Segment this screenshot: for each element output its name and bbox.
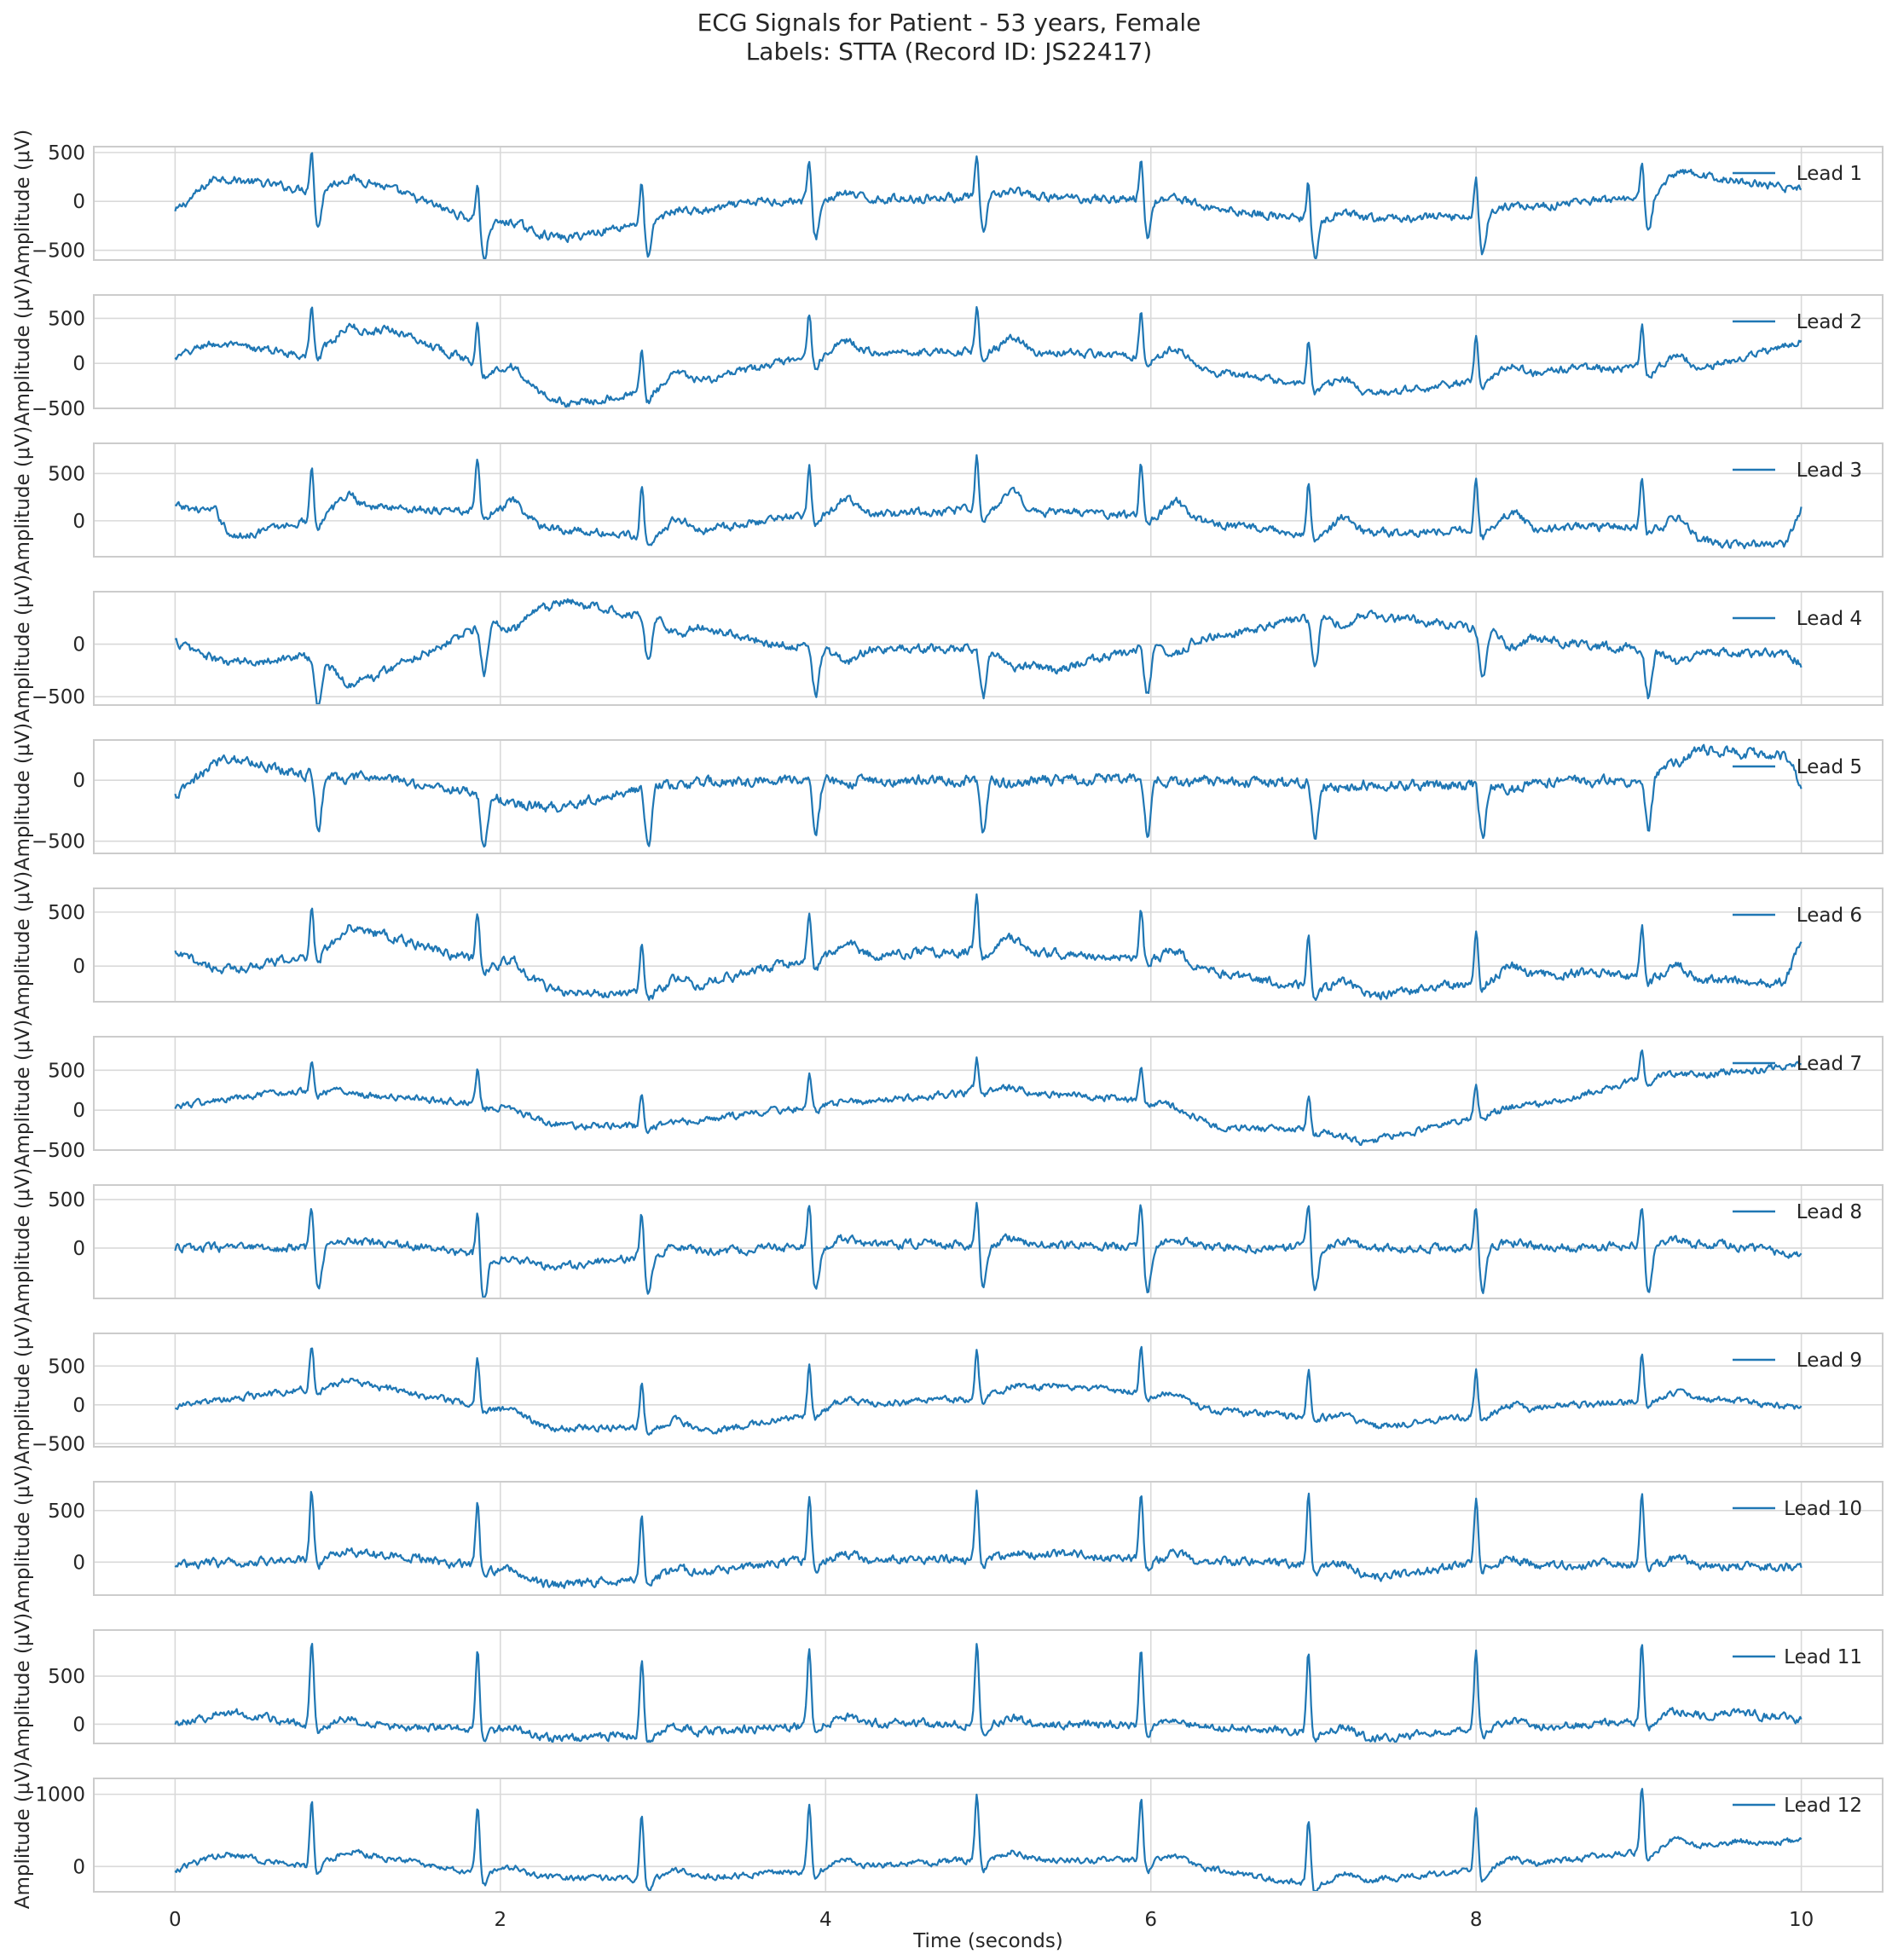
y-axis-label: Amplitude (μV) bbox=[12, 723, 34, 871]
ecg-trace bbox=[174, 454, 1803, 550]
legend-label: Lead 11 bbox=[1784, 1646, 1862, 1668]
lead-panel: 1000 0 Amplitude (μV) Lead 12 0 2 4 6 8 10 bbox=[12, 1761, 1884, 1931]
panel-frame bbox=[93, 294, 1884, 409]
panel-frame bbox=[93, 146, 1884, 261]
legend-label: Lead 4 bbox=[1797, 608, 1862, 630]
ecg-trace bbox=[174, 1201, 1803, 1299]
panel-frame bbox=[93, 1481, 1884, 1596]
y-axis-label: Amplitude (μV) bbox=[12, 871, 34, 1020]
x-tick-label: 0 bbox=[169, 1909, 182, 1931]
y-tick-label: 0 bbox=[72, 1552, 85, 1574]
y-tick-label: 0 bbox=[72, 956, 85, 978]
legend-label: Lead 9 bbox=[1797, 1350, 1862, 1372]
panel-frame bbox=[93, 1184, 1884, 1299]
legend-label: Lead 6 bbox=[1797, 905, 1862, 927]
figure-title: ECG Signals for Patient - 53 years, Fema… bbox=[697, 9, 1201, 37]
y-tick-label: −500 bbox=[32, 240, 85, 263]
y-tick-label: 0 bbox=[72, 1856, 85, 1878]
panel-frame bbox=[93, 1778, 1884, 1893]
y-tick-label: 500 bbox=[48, 463, 85, 485]
y-axis-label: Amplitude (μV) bbox=[12, 426, 34, 575]
lead-panel: 500 0 Amplitude (μV) Lead 11 bbox=[12, 1613, 1884, 1761]
y-axis-label: Amplitude (μV) bbox=[12, 575, 34, 723]
x-tick-label: 6 bbox=[1144, 1909, 1157, 1931]
x-tick-label: 2 bbox=[494, 1909, 506, 1931]
panel-frame bbox=[93, 739, 1884, 854]
y-tick-label: 500 bbox=[48, 1189, 85, 1211]
figure-subtitle: Labels: STTA (Record ID: JS22417) bbox=[746, 38, 1153, 66]
lead-panel: 500 0 Amplitude (μV) Lead 6 bbox=[12, 871, 1884, 1020]
lead-panel: 500 0 Amplitude (μV) Lead 10 bbox=[12, 1465, 1884, 1613]
y-tick-label: −500 bbox=[32, 398, 85, 420]
y-axis-label: Amplitude (μV) bbox=[12, 1613, 34, 1761]
legend-label: Lead 7 bbox=[1797, 1053, 1862, 1075]
y-tick-label: −500 bbox=[32, 831, 85, 853]
ecg-trace bbox=[174, 1489, 1803, 1589]
legend-label: Lead 1 bbox=[1797, 163, 1862, 185]
ecg-trace bbox=[174, 1049, 1802, 1147]
y-tick-label: 500 bbox=[48, 1666, 85, 1688]
y-tick-label: 0 bbox=[72, 770, 85, 792]
y-axis-label: Amplitude (μV) bbox=[12, 130, 34, 278]
y-axis-label: Amplitude (μV) bbox=[12, 278, 34, 426]
y-tick-label: −500 bbox=[32, 686, 85, 708]
y-tick-label: 0 bbox=[72, 1714, 85, 1736]
legend-label: Lead 8 bbox=[1797, 1201, 1862, 1223]
legend-label: Lead 12 bbox=[1784, 1795, 1862, 1817]
y-tick-label: 500 bbox=[48, 1500, 85, 1523]
legend-label: Lead 10 bbox=[1784, 1498, 1862, 1520]
y-tick-label: 500 bbox=[48, 1060, 85, 1082]
ecg-trace bbox=[174, 1642, 1803, 1744]
ecg-trace bbox=[174, 743, 1803, 848]
panel-frame bbox=[93, 591, 1884, 706]
y-tick-label: 0 bbox=[72, 1238, 85, 1260]
x-tick-label: 4 bbox=[819, 1909, 832, 1931]
y-axis-label: Amplitude (μV) bbox=[12, 1465, 34, 1613]
x-tick-label: 10 bbox=[1789, 1909, 1814, 1931]
y-tick-label: 0 bbox=[72, 634, 85, 656]
y-tick-label: 0 bbox=[72, 1100, 85, 1122]
lead-panel: 500 0 Amplitude (μV) Lead 3 bbox=[12, 426, 1884, 575]
y-tick-label: 500 bbox=[48, 308, 85, 330]
y-tick-label: −500 bbox=[32, 1433, 85, 1455]
y-tick-label: 0 bbox=[72, 353, 85, 375]
y-tick-label: 500 bbox=[48, 902, 85, 924]
y-axis-label: Amplitude (μV) bbox=[12, 1761, 34, 1910]
y-tick-label: −500 bbox=[32, 1140, 85, 1162]
y-axis-label: Amplitude (μV) bbox=[12, 1020, 34, 1168]
panel-frame bbox=[93, 1036, 1884, 1151]
ecg-trace bbox=[175, 1345, 1803, 1437]
panel-frame bbox=[93, 442, 1884, 558]
y-tick-label: 0 bbox=[72, 191, 85, 213]
ecg-trace bbox=[174, 1788, 1803, 1893]
x-axis-label: Time (seconds) bbox=[912, 1930, 1063, 1952]
legend-label: Lead 2 bbox=[1797, 311, 1862, 333]
legend-label: Lead 5 bbox=[1797, 756, 1862, 778]
ecg-trace bbox=[174, 598, 1803, 706]
y-tick-label: 500 bbox=[48, 142, 85, 165]
y-tick-label: 500 bbox=[48, 1356, 85, 1378]
ecg-trace bbox=[174, 306, 1803, 408]
legend-label: Lead 3 bbox=[1797, 460, 1862, 482]
panel-frame bbox=[93, 1333, 1884, 1448]
y-axis-label: Amplitude (μV) bbox=[12, 1168, 34, 1316]
y-tick-label: 0 bbox=[72, 1395, 85, 1417]
y-tick-label: 0 bbox=[72, 511, 85, 533]
y-tick-label: 1000 bbox=[35, 1784, 85, 1807]
lead-panel: 500 0 Amplitude (μV) Lead 8 bbox=[12, 1168, 1884, 1316]
ecg-trace bbox=[174, 893, 1803, 1002]
panel-frame bbox=[93, 1629, 1884, 1744]
x-tick-label: 8 bbox=[1470, 1909, 1483, 1931]
y-axis-label: Amplitude (μV) bbox=[12, 1316, 34, 1465]
panel-frame bbox=[93, 887, 1884, 1003]
ecg-trace bbox=[174, 152, 1803, 261]
